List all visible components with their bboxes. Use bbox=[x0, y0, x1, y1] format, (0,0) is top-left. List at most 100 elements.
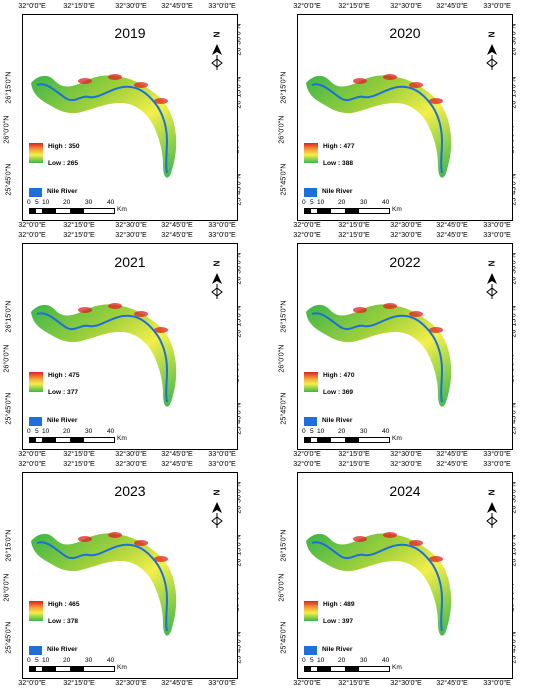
latitude-tick-label: 26°0'0"N bbox=[276, 344, 286, 373]
north-arrow-icon bbox=[211, 502, 223, 528]
scale-label: 10 bbox=[317, 199, 325, 206]
longitude-tick-label: 32°0'0"E bbox=[293, 220, 321, 229]
legend-high-value: High : 350 bbox=[48, 143, 80, 150]
latitude-tick-label: 26°15'0"N bbox=[3, 300, 13, 333]
high-value-patch bbox=[429, 327, 443, 333]
scale-segment bbox=[42, 667, 56, 671]
legend-high-value: High : 470 bbox=[323, 372, 355, 379]
scale-segment bbox=[359, 209, 373, 213]
scale-segment bbox=[331, 438, 345, 442]
longitude-tick-label: 32°45'0"E bbox=[436, 1, 468, 10]
scale-label: 5 bbox=[35, 428, 39, 435]
longitude-tick-label: 32°45'0"E bbox=[161, 678, 193, 687]
scale-segment bbox=[311, 438, 317, 442]
land-cover-region bbox=[31, 75, 177, 178]
longitude-tick-label: 32°45'0"E bbox=[161, 230, 193, 239]
scale-label: 40 bbox=[107, 428, 115, 435]
scale-segment bbox=[317, 209, 331, 213]
scale-label: 0 bbox=[302, 657, 306, 664]
latitude-tick-label: 26°0'0"N bbox=[276, 573, 286, 602]
scale-segment bbox=[56, 667, 70, 671]
north-letter: N bbox=[212, 489, 222, 496]
longitude-tick-label: 32°15'0"E bbox=[338, 230, 370, 239]
scale-label: 5 bbox=[310, 657, 314, 664]
longitude-tick-label: 32°0'0"E bbox=[293, 678, 321, 687]
longitude-tick-label: 32°30'0"E bbox=[115, 459, 147, 468]
longitude-tick-label: 32°45'0"E bbox=[161, 449, 193, 458]
map-frame: 2020 N High : 477 Low : 388 Nile River 0 5 10 20… bbox=[297, 14, 513, 221]
scale-label: 40 bbox=[382, 199, 390, 206]
latitude-tick-label: 25°45'0"N bbox=[278, 621, 288, 654]
scale-segment bbox=[311, 667, 317, 671]
scale-segment bbox=[331, 667, 345, 671]
legend-low-value: Low : 378 bbox=[48, 618, 79, 625]
longitude-tick-label: 32°15'0"E bbox=[338, 1, 370, 10]
high-value-patch bbox=[383, 303, 397, 309]
longitude-tick-label: 33°0'0"E bbox=[208, 459, 236, 468]
longitude-tick-label: 33°0'0"E bbox=[483, 230, 511, 239]
longitude-tick-label: 33°0'0"E bbox=[208, 449, 236, 458]
map-frame: 2019 N High : 350 Low : 265 Nile River 0 5 10 20… bbox=[22, 14, 238, 221]
high-value-patch bbox=[108, 532, 122, 538]
map-frame: 2023 N High : 465 Low : 378 Nile River 0 5 10 20… bbox=[22, 472, 238, 679]
north-letter: N bbox=[212, 31, 222, 38]
longitude-tick-label: 32°30'0"E bbox=[115, 230, 147, 239]
scale-segment bbox=[56, 209, 70, 213]
longitude-tick-label: 32°30'0"E bbox=[390, 678, 422, 687]
longitude-tick-label: 33°0'0"E bbox=[483, 220, 511, 229]
longitude-tick-label: 32°30'0"E bbox=[115, 220, 147, 229]
high-value-patch bbox=[409, 311, 423, 317]
scale-bar bbox=[304, 437, 390, 443]
latitude-tick-label: 26°15'0"N bbox=[3, 71, 13, 104]
high-value-patch bbox=[429, 98, 443, 104]
river-legend-label: Nile River bbox=[322, 646, 353, 653]
study-area-map bbox=[306, 303, 452, 407]
river-legend-label: Nile River bbox=[322, 417, 353, 424]
north-letter: N bbox=[212, 260, 222, 267]
study-area-map bbox=[306, 532, 452, 636]
north-arrow-icon bbox=[211, 273, 223, 299]
latitude-tick-label: 26°0'0"N bbox=[276, 115, 286, 144]
map-panel: 32°0'0"E 32°15'0"E 32°30'0"E 32°45'0"E 33°0'… bbox=[0, 458, 275, 687]
latitude-tick-label: 25°45'0"N bbox=[3, 392, 13, 425]
high-value-patch bbox=[108, 303, 122, 309]
year-title: 2024 bbox=[389, 483, 421, 499]
nile-river-line bbox=[36, 541, 169, 632]
high-value-patch bbox=[134, 82, 148, 88]
longitude-tick-label: 33°0'0"E bbox=[208, 1, 236, 10]
latitude-tick-label: 25°45'0"N bbox=[3, 163, 13, 196]
scale-label: 5 bbox=[35, 199, 39, 206]
longitude-tick-label: 32°45'0"E bbox=[436, 220, 468, 229]
scale-bar bbox=[304, 666, 390, 672]
scale-segment bbox=[84, 438, 98, 442]
high-value-patch bbox=[134, 540, 148, 546]
scale-unit-label: Km bbox=[392, 664, 402, 671]
scale-segment bbox=[305, 667, 311, 671]
scale-label: 40 bbox=[382, 657, 390, 664]
longitude-tick-label: 32°0'0"E bbox=[18, 1, 46, 10]
longitude-tick-label: 32°0'0"E bbox=[293, 1, 321, 10]
study-area-map bbox=[31, 532, 177, 636]
longitude-tick-label: 32°15'0"E bbox=[338, 449, 370, 458]
value-color-ramp bbox=[304, 372, 318, 392]
longitude-tick-label: 32°15'0"E bbox=[63, 678, 95, 687]
scale-segment bbox=[311, 209, 317, 213]
value-color-ramp bbox=[304, 601, 318, 621]
longitude-tick-label: 32°30'0"E bbox=[390, 230, 422, 239]
land-cover-region bbox=[306, 304, 452, 407]
scale-unit-label: Km bbox=[117, 435, 127, 442]
north-letter: N bbox=[487, 31, 497, 38]
longitude-tick-label: 33°0'0"E bbox=[483, 459, 511, 468]
high-value-patch bbox=[108, 74, 122, 80]
nile-river-line bbox=[311, 312, 444, 403]
river-legend-label: Nile River bbox=[47, 188, 78, 195]
map-panel: 32°0'0"E 32°15'0"E 32°30'0"E 32°45'0"E 33°0'… bbox=[275, 229, 550, 458]
study-area-map bbox=[306, 74, 452, 178]
longitude-tick-label: 32°45'0"E bbox=[161, 220, 193, 229]
legend-high-value: High : 465 bbox=[48, 601, 80, 608]
scale-label: 40 bbox=[107, 199, 115, 206]
river-legend-label: Nile River bbox=[322, 188, 353, 195]
scale-unit-label: Km bbox=[117, 664, 127, 671]
scale-label: 20 bbox=[338, 657, 346, 664]
longitude-tick-label: 32°0'0"E bbox=[18, 230, 46, 239]
